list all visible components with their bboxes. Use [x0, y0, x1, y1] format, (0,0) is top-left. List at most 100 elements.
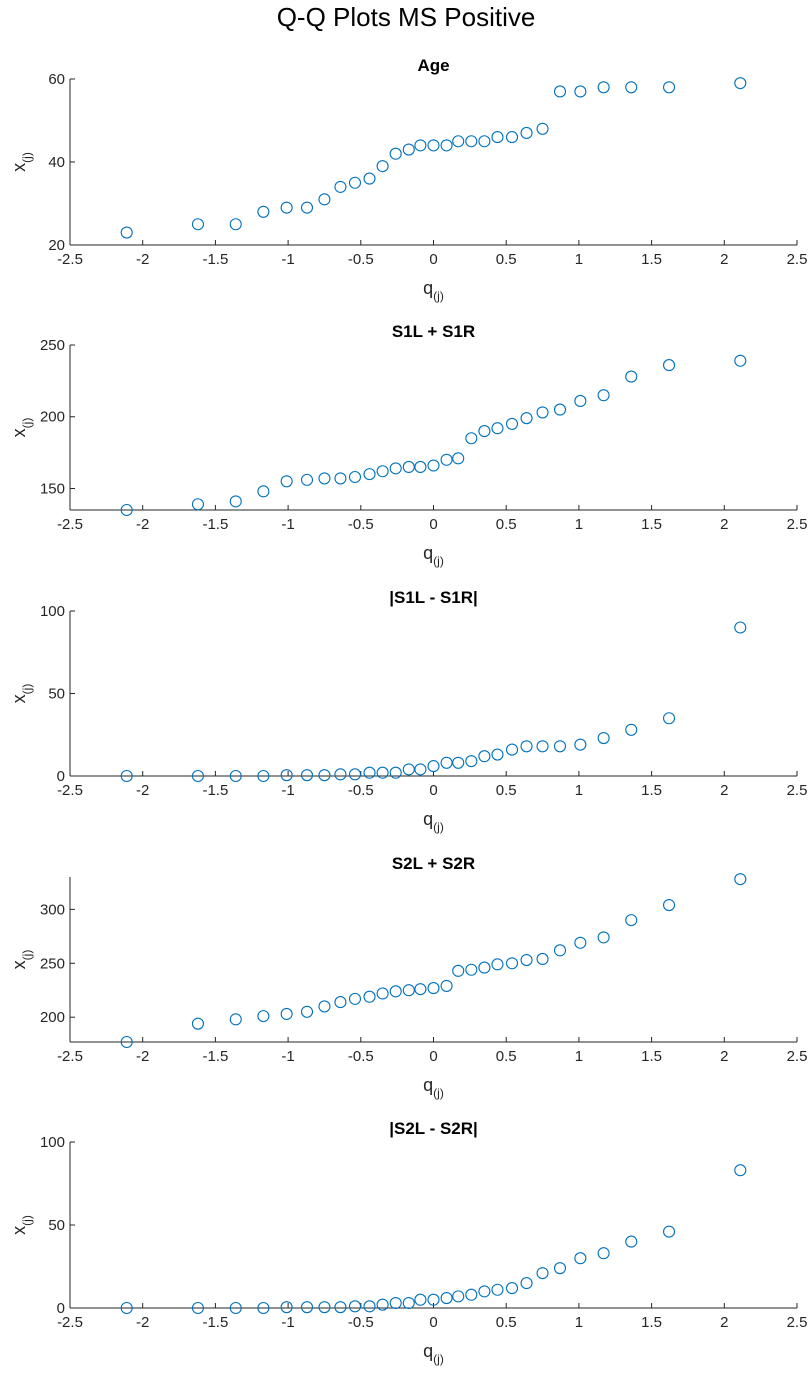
chart-1-point [465, 135, 478, 148]
chart-2-point [191, 498, 205, 511]
chart-5-point [478, 1285, 491, 1298]
chart-1-x-tick-label: 1.5 [641, 251, 662, 268]
chart-5-point [597, 1247, 610, 1260]
chart-4-point [280, 1007, 293, 1021]
chart-2-point [520, 412, 533, 425]
chart-3-point [625, 723, 638, 736]
chart-3-point [478, 750, 491, 763]
chart-2-point [597, 389, 610, 402]
chart-5-y-tick-label: 50 [48, 1217, 65, 1234]
chart-3-y-label: x(j) [9, 684, 34, 704]
chart-5-point [465, 1288, 478, 1301]
chart-5-x-tick-label: 1 [575, 1314, 583, 1331]
chart-5-point [662, 1225, 676, 1238]
chart-5-point [191, 1301, 205, 1315]
chart-3-point [348, 768, 362, 781]
chart-5-y-tick-label: 100 [40, 1134, 65, 1151]
chart-3-point [257, 769, 270, 783]
chart-2-x-label: q(j) [423, 543, 444, 568]
chart-4-point [348, 992, 362, 1005]
chart-1-x-label: q(j) [423, 278, 444, 303]
chart-4-point [452, 964, 465, 977]
chart-3-y-tick-label: 100 [40, 603, 65, 620]
chart-5-point [505, 1282, 519, 1295]
chart-3-point [414, 763, 427, 776]
chart-1-x-tick-label: 1 [575, 251, 583, 268]
chart-3-x-tick-label: 0 [429, 782, 437, 799]
chart-3-point [389, 766, 402, 779]
chart-5-point [363, 1300, 376, 1313]
chart-2-point [625, 370, 638, 383]
chart-1-x-tick-label: -2 [136, 251, 149, 268]
chart-2-title: S1L + S1R [392, 322, 475, 341]
chart-5-x-tick-label: -2.5 [57, 1314, 83, 1331]
chart-1-x-tick-label: -1.5 [202, 251, 228, 268]
chart-2-point [348, 470, 362, 484]
chart-5-x-tick-label: -1.5 [202, 1314, 228, 1331]
chart-4-x-tick-label: -1.5 [202, 1048, 228, 1065]
chart-5-title: |S2L - S2R| [389, 1119, 478, 1138]
chart-5-x-tick-label: 2 [720, 1314, 728, 1331]
chart-1-y-tick-label: 20 [48, 237, 65, 254]
chart-2-point [402, 460, 415, 474]
chart-4-point [625, 914, 638, 927]
chart-1-point [280, 201, 293, 214]
chart-2-x-tick-label: 1 [575, 516, 583, 533]
chart-4-point [229, 1013, 242, 1026]
chart-3-point [597, 731, 610, 745]
chart-5-point [300, 1301, 314, 1314]
chart-2-point [505, 417, 519, 430]
chart-1-point [491, 131, 504, 144]
chart-1-point [376, 160, 389, 173]
chart-3-x-tick-label: -2.5 [57, 782, 83, 799]
chart-4-y-tick-label: 200 [40, 1009, 65, 1026]
chart-4-point [520, 953, 533, 967]
chart-1-point [440, 139, 453, 152]
chart-1-point [402, 143, 415, 156]
chart-2: S1L + S1R -2.5 -2 -1.5 -1 -0.5 0 0.5 1 1.5 2 2.5 150… [9, 322, 807, 568]
chart-3-point [280, 769, 293, 782]
chart-2-point [414, 460, 427, 474]
chart-4-point [465, 963, 478, 976]
chart-5-point [229, 1301, 242, 1315]
chart-5-x-tick-label: 0 [429, 1314, 437, 1331]
chart-4-point [257, 1010, 270, 1023]
chart-4-point [414, 983, 427, 996]
chart-2-x-tick-label: -0.5 [348, 516, 374, 533]
chart-5-x-label: q(j) [423, 1341, 444, 1366]
chart-3-x-tick-label: 0.5 [496, 782, 517, 799]
chart-2-point [120, 503, 133, 517]
chart-4-point [376, 987, 389, 1000]
chart-4-point [440, 979, 453, 992]
chart-5-point [452, 1290, 465, 1303]
chart-1-point [662, 81, 676, 94]
chart-3-x-tick-label: 1.5 [641, 782, 662, 799]
chart-1-point [452, 135, 465, 148]
chart-4-x-tick-label: 0.5 [496, 1048, 517, 1065]
chart-1-point [120, 226, 133, 239]
chart-1-point [363, 172, 376, 185]
chart-5-point [280, 1301, 293, 1314]
chart-2-point [334, 472, 347, 485]
chart-3-point [334, 768, 347, 781]
chart-2-y-label: x(j) [9, 418, 34, 438]
chart-4-x-tick-label: 2.5 [787, 1048, 808, 1065]
chart-3-x-label: q(j) [423, 809, 444, 834]
chart-4-x-tick-label: -2 [136, 1048, 149, 1065]
chart-4-point [318, 1000, 331, 1013]
chart-1-point [229, 218, 242, 231]
chart-1-x-tick-label: -1 [281, 251, 294, 268]
chart-3-point [465, 755, 478, 768]
chart-3-x-tick-label: -1.5 [202, 782, 228, 799]
chart-2-point [229, 495, 242, 508]
chart-2-point [389, 462, 402, 475]
chart-1-point [574, 85, 587, 98]
chart-4-point [597, 931, 610, 944]
chart-4-point [662, 898, 676, 912]
chart-1-point [625, 81, 638, 94]
chart-3-x-tick-label: 2.5 [787, 782, 808, 799]
chart-1-point [505, 131, 519, 144]
chart-5-point [318, 1301, 331, 1314]
chart-1-point [734, 77, 747, 90]
